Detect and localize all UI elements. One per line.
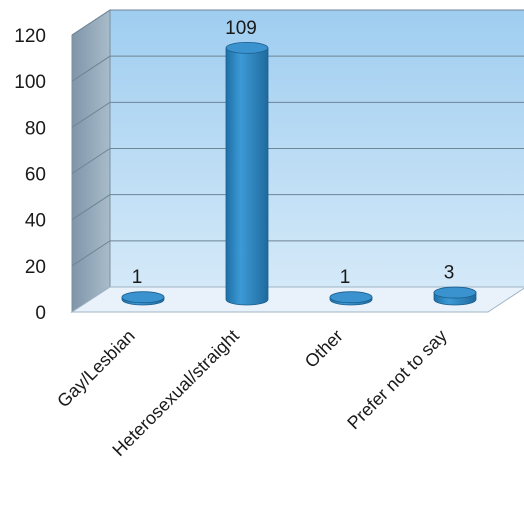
bar-cap (329, 291, 373, 304)
x-tick-label: Other (301, 326, 347, 372)
data-label: 109 (225, 18, 257, 39)
y-tick-label: 80 (25, 118, 46, 139)
gridline (71, 194, 524, 221)
bar (225, 47, 269, 306)
plot-area: 0204060801001201Gay/Lesbian109Heterosexu… (14, 9, 524, 460)
gridline (71, 55, 524, 82)
gridline (71, 9, 524, 36)
y-tick-label: 60 (25, 165, 46, 186)
floor (70, 286, 524, 313)
bar-cap (121, 291, 165, 304)
x-tick-label: Gay/Lesbian (53, 326, 139, 412)
bar-cap (225, 41, 269, 54)
y-tick-label: 40 (25, 211, 46, 232)
y-tick-label: 0 (35, 303, 46, 324)
gridline (71, 240, 524, 267)
data-label: 1 (132, 267, 143, 288)
x-tick-label: Prefer not to say (343, 326, 451, 434)
gridline (71, 101, 524, 128)
y-tick-label: 120 (14, 26, 46, 47)
data-label: 1 (340, 267, 351, 288)
data-label: 3 (444, 263, 455, 284)
y-tick-label: 20 (25, 257, 46, 278)
gridline (71, 148, 524, 174)
bar-cap (433, 286, 477, 299)
y-tick-label: 100 (14, 72, 46, 93)
